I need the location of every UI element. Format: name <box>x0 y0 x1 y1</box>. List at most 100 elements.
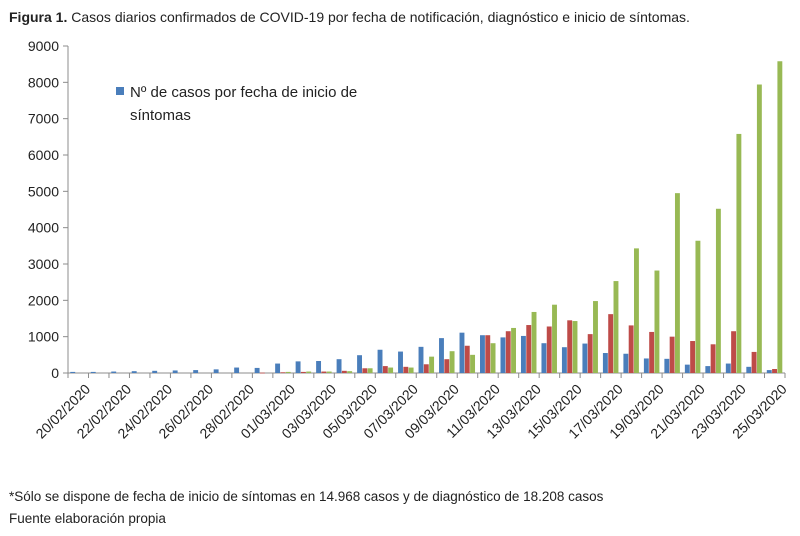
bar-series-1 <box>643 358 649 373</box>
bar-series-1 <box>152 370 158 373</box>
legend-label-line1: Nº de casos por fecha de inicio de <box>130 84 357 101</box>
bar-series-2 <box>649 331 655 373</box>
bar-series-1 <box>725 363 731 373</box>
legend-label-line2: síntomas <box>130 107 191 124</box>
y-tick-label: 5000 <box>28 183 59 199</box>
bar-series-3 <box>531 311 537 373</box>
bar-series-3 <box>777 61 783 373</box>
footnote: *Sólo se dispone de fecha de inicio de s… <box>9 489 604 504</box>
bar-series-3 <box>674 193 680 373</box>
bar-series-1 <box>602 353 608 373</box>
bar-series-1 <box>275 363 281 373</box>
bar-series-1 <box>70 371 76 373</box>
bar-series-3 <box>572 321 578 373</box>
bar-series-3 <box>736 133 742 373</box>
bar-series-2 <box>567 320 573 373</box>
bar-series-2 <box>423 364 429 373</box>
bar-series-2 <box>731 331 737 373</box>
figure-title-text: Casos diarios confirmados de COVID-19 po… <box>71 9 690 25</box>
bar-series-3 <box>593 301 598 373</box>
bar-series-2 <box>382 366 388 373</box>
bar-series-1 <box>418 346 424 373</box>
bar-series-1 <box>705 366 711 373</box>
y-tick-label: 3000 <box>28 256 59 272</box>
bar-series-2 <box>259 372 265 374</box>
bar-series-1 <box>213 369 219 373</box>
y-tick-label: 1000 <box>28 329 59 345</box>
bar-series-1 <box>377 349 383 373</box>
bar-series-1 <box>111 371 117 373</box>
bar-series-3 <box>470 354 476 373</box>
bar-series-3 <box>306 371 312 373</box>
bar-series-1 <box>480 335 485 373</box>
bar-series-1 <box>439 338 444 373</box>
bar-series-3 <box>285 371 291 373</box>
bar-series-3 <box>367 368 373 373</box>
y-tick-label: 9000 <box>28 38 59 54</box>
bar-series-3 <box>429 356 435 373</box>
bar-series-3 <box>634 248 639 373</box>
bar-series-2 <box>546 326 552 373</box>
bar-series-2 <box>608 314 614 373</box>
bar-series-3 <box>654 270 660 373</box>
bar-series-2 <box>280 372 286 374</box>
bar-series-1 <box>664 358 670 373</box>
bar-series-2 <box>362 368 368 373</box>
y-tick-label: 6000 <box>28 147 59 163</box>
y-tick-label: 2000 <box>28 292 59 308</box>
bar-series-1 <box>561 347 567 373</box>
bar-series-2 <box>464 345 470 373</box>
bar-series-1 <box>172 370 178 373</box>
bar-series-1 <box>766 370 772 373</box>
bar-series-1 <box>90 371 96 373</box>
bar-series-2 <box>751 351 757 373</box>
bar-series-2 <box>300 371 306 373</box>
bar-series-1 <box>234 367 240 373</box>
bar-series-1 <box>520 335 526 373</box>
bar-series-1 <box>684 364 690 373</box>
bar-series-2 <box>403 366 409 373</box>
bar-series-3 <box>490 343 496 373</box>
bar-series-1 <box>582 343 588 373</box>
bar-series-3 <box>388 367 394 373</box>
bar-series-2 <box>772 369 778 373</box>
bar-series-2 <box>321 371 327 373</box>
y-tick-label: 4000 <box>28 220 59 236</box>
bar-series-1 <box>459 332 465 373</box>
bar-series-3 <box>715 208 721 373</box>
y-tick-label: 8000 <box>28 74 59 90</box>
figure-title-bold: Figura 1. <box>9 9 68 25</box>
bar-series-1 <box>357 355 362 373</box>
bar-series-1 <box>541 343 547 373</box>
bar-series-3 <box>326 371 332 373</box>
bar-series-2 <box>587 334 593 373</box>
bar-series-2 <box>628 325 634 373</box>
y-tick-label: 0 <box>51 365 59 381</box>
bar-series-3 <box>449 351 455 373</box>
bar-series-2 <box>341 370 347 373</box>
bar-chart: 010002000300040005000600070008000900020/… <box>28 38 790 442</box>
bar-series-2 <box>505 331 511 373</box>
bar-series-2 <box>669 336 675 373</box>
bar-series-2 <box>485 335 491 373</box>
source-note: Fuente elaboración propia <box>9 511 166 526</box>
bar-series-1 <box>131 371 137 373</box>
bar-series-1 <box>746 366 752 373</box>
bar-series-1 <box>295 361 301 373</box>
bar-series-1 <box>623 353 629 373</box>
bar-series-1 <box>193 370 199 373</box>
y-tick-label: 7000 <box>28 111 59 127</box>
legend-swatch <box>116 87 124 95</box>
bar-series-2 <box>710 344 716 373</box>
bar-series-3 <box>511 327 516 373</box>
bar-series-3 <box>408 367 414 373</box>
bar-series-1 <box>254 367 260 373</box>
bar-series-1 <box>500 337 506 373</box>
figure-title: Figura 1. Casos diarios confirmados de C… <box>9 9 690 25</box>
bar-series-3 <box>552 304 557 373</box>
bar-series-1 <box>398 351 403 373</box>
bar-series-3 <box>756 84 762 373</box>
bar-series-3 <box>613 281 619 373</box>
bar-series-2 <box>526 325 532 373</box>
bar-series-2 <box>444 359 450 373</box>
